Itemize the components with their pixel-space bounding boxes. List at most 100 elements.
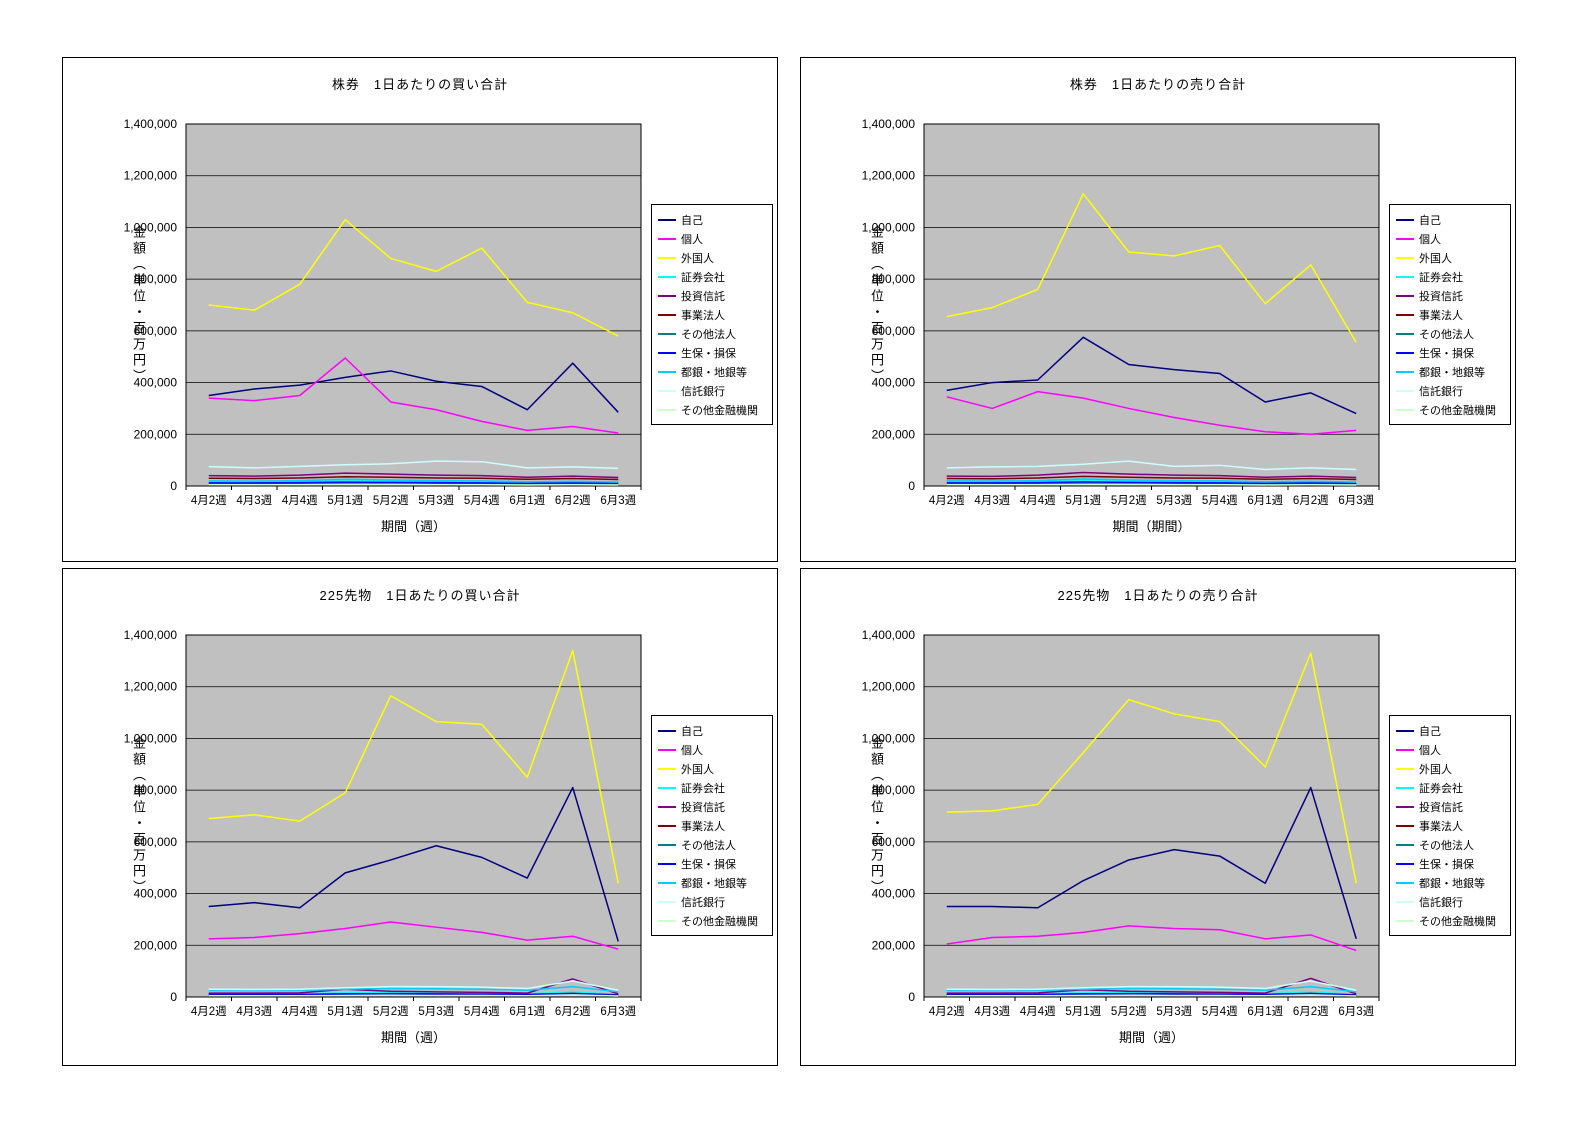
series-line-2: [208, 218, 619, 337]
x-tick-label: 5月1週: [327, 494, 363, 507]
legend-label: 生保・損保: [681, 858, 736, 871]
legend: 自己 個人 外国人 証券会社 投資信託 事業法人 その他法人 生保・損保 都銀・地銀等 信託銀行そ…: [1389, 715, 1511, 936]
series-line-1: [946, 390, 1357, 436]
series-line-6: [946, 482, 1357, 485]
legend-item: その他法人: [1396, 324, 1506, 343]
legend-item: 個人: [658, 229, 768, 248]
y-tick-label: 600,000: [134, 835, 178, 849]
chart-stock-buy-total: 株券 1日あたりの買い合計 金額（単位・百万円） 0 200,000 400,000…: [62, 57, 778, 562]
y-tick-label: 600,000: [134, 324, 178, 338]
legend-line-swatch: [658, 805, 676, 808]
legend-line-swatch: [658, 294, 676, 297]
legend-item: その他法人: [1396, 835, 1506, 854]
x-tick-label: 4月3週: [236, 494, 272, 507]
series-line-4: [946, 471, 1357, 479]
legend-item: 個人: [1396, 229, 1506, 248]
y-tick-label: 0: [170, 479, 177, 493]
legend-label: その他金融機関: [681, 404, 758, 417]
series-line-9: [946, 980, 1357, 992]
legend-item: 投資信託: [1396, 797, 1506, 816]
legend-line-swatch: [658, 275, 676, 278]
series-line-4: [208, 472, 619, 479]
legend-line-swatch: [1396, 900, 1414, 903]
x-tick-label: 6月3週: [600, 1005, 636, 1018]
legend-item: 都銀・地銀等: [658, 362, 768, 381]
x-tick-label: 5月4週: [1202, 1005, 1238, 1018]
legend-line-swatch: [1396, 332, 1414, 335]
plot-area: 0 200,000 400,000 600,000 800,000 1,000,000 1,…: [124, 628, 642, 1018]
legend-item: 事業法人: [658, 305, 768, 324]
legend-item: 都銀・地銀等: [1396, 362, 1506, 381]
legend-item: 自己: [1396, 210, 1506, 229]
series-line-8: [946, 985, 1357, 993]
legend-line-swatch: [658, 767, 676, 770]
legend-line-swatch: [1396, 862, 1414, 865]
chart-title: 株券 1日あたりの売り合計: [1069, 77, 1247, 92]
legend: 自己 個人 外国人 証券会社 投資信託 事業法人 その他法人 生保・損保 都銀・地銀等 信託銀行そ…: [651, 715, 773, 936]
legend-label: 投資信託: [681, 801, 725, 814]
legend-item: その他法人: [658, 835, 768, 854]
x-axis-title: 期間（週）: [380, 1030, 446, 1045]
legend-item: 個人: [658, 740, 768, 759]
x-tick-label: 4月2週: [929, 1005, 965, 1018]
series-line-0: [946, 786, 1357, 940]
series-line-8: [208, 985, 619, 993]
x-tick-label: 6月2週: [555, 494, 591, 507]
legend-item: その他金融機関: [1396, 400, 1506, 419]
series-line-1: [208, 921, 619, 950]
legend-line-swatch: [658, 843, 676, 846]
legend-line-swatch: [1396, 767, 1414, 770]
y-tick-label: 1,000,000: [862, 220, 916, 234]
legend-item: 外国人: [658, 248, 768, 267]
legend-label: 外国人: [1419, 252, 1452, 265]
legend-item: 信託銀行: [1396, 381, 1506, 400]
legend-item: 外国人: [1396, 248, 1506, 267]
y-tick-label: 400,000: [872, 376, 916, 390]
y-tick-label: 1,000,000: [124, 731, 178, 745]
y-tick-label: 1,400,000: [862, 628, 916, 642]
legend-label: 外国人: [1419, 763, 1452, 776]
x-tick-label: 4月3週: [974, 494, 1010, 507]
legend-item: 信託銀行: [1396, 892, 1506, 911]
y-tick-label: 600,000: [872, 835, 916, 849]
y-tick-label: 0: [908, 990, 915, 1004]
series-line-0: [946, 336, 1357, 415]
chart-futures-buy-total: 225先物 1日あたりの買い合計 金額（単位・百万円） 0 200,000 400,…: [62, 568, 778, 1066]
legend-line-swatch: [1396, 237, 1414, 240]
legend-line-swatch: [1396, 408, 1414, 411]
x-tick-label: 6月1週: [1247, 494, 1283, 507]
series-line-7: [946, 481, 1357, 485]
x-tick-label: 4月2週: [191, 494, 227, 507]
x-tick-label: 6月3週: [1338, 1005, 1374, 1018]
y-tick-label: 200,000: [872, 938, 916, 952]
legend-label: 外国人: [681, 252, 714, 265]
legend-label: 外国人: [681, 763, 714, 776]
series-line-7: [208, 481, 619, 485]
series-line-4: [208, 978, 619, 995]
y-tick-label: 1,400,000: [124, 117, 178, 131]
legend-line-swatch: [658, 786, 676, 789]
legend-label: その他金融機関: [681, 915, 758, 928]
legend-label: 都銀・地銀等: [1419, 877, 1485, 890]
legend-item: 都銀・地銀等: [1396, 873, 1506, 892]
x-tick-label: 5月4週: [1202, 494, 1238, 507]
legend-line-swatch: [658, 351, 676, 354]
legend-line-swatch: [1396, 275, 1414, 278]
x-tick-label: 4月2週: [191, 1005, 227, 1018]
chart-stock-sell-total: 株券 1日あたりの売り合計 金額（単位・百万円） 0 200,000 400,000…: [800, 57, 1516, 562]
series-line-0: [208, 362, 619, 413]
legend-item: 生保・損保: [1396, 854, 1506, 873]
legend-line-swatch: [658, 919, 676, 922]
y-tick-label: 800,000: [872, 783, 916, 797]
x-tick-label: 6月3週: [600, 494, 636, 507]
legend-item: 証券会社: [1396, 267, 1506, 286]
legend-item: 個人: [1396, 740, 1506, 759]
legend-label: 証券会社: [1419, 782, 1463, 795]
x-tick-label: 4月4週: [282, 494, 318, 507]
series-line-10: [208, 994, 619, 997]
legend-label: 個人: [1419, 233, 1441, 246]
legend-label: 生保・損保: [1419, 858, 1474, 871]
y-tick-label: 800,000: [872, 272, 916, 286]
x-tick-label: 5月2週: [1111, 494, 1147, 507]
chart-futures-sell-total: 225先物 1日あたりの売り合計 金額（単位・百万円） 0 200,000 400,…: [800, 568, 1516, 1066]
